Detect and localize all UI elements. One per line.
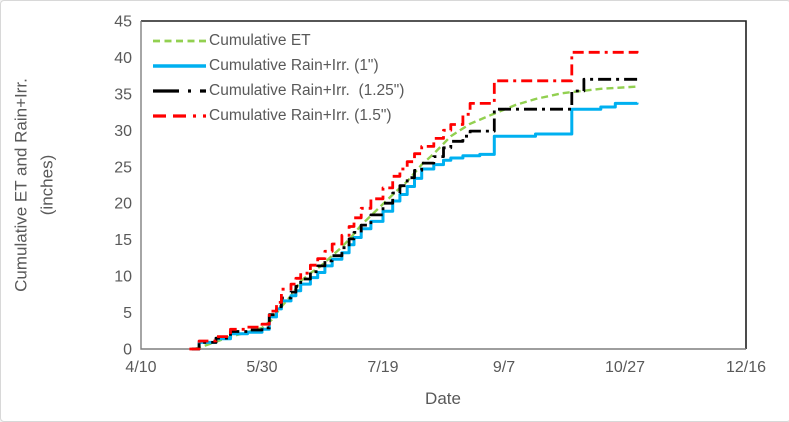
x-tick-label: 9/7 [493, 359, 515, 376]
x-tick-label: 12/16 [726, 359, 766, 376]
x-tick-label: 5/30 [246, 359, 277, 376]
legend-label: Cumulative Rain+Irr. (1") [209, 56, 379, 74]
legend-line-swatch [153, 63, 206, 68]
x-tick-label: 10/27 [605, 359, 645, 376]
y-axis-title-line2: (inches) [37, 154, 56, 216]
legend-label: Cumulative Rain+Irr. (1.5") [209, 106, 392, 124]
y-tick-label: 30 [114, 123, 132, 140]
x-tick-label: 4/10 [125, 359, 156, 376]
series-line-2 [191, 101, 639, 351]
y-tick-label: 45 [114, 14, 132, 31]
y-tick-label: 10 [114, 269, 132, 286]
y-tick-label: 20 [114, 196, 132, 213]
legend-item-4: Cumulative Rain+Irr. (1.5") [153, 103, 404, 128]
y-tick-label: 15 [114, 232, 132, 249]
y-tick-label: 0 [123, 342, 132, 359]
y-tick-label: 40 [114, 50, 132, 67]
series-line-3 [191, 77, 639, 351]
legend-label: Cumulative Rain+Irr. (1.25") [209, 81, 405, 99]
y-axis-title-line1: Cumulative ET and Rain+Irr. [11, 78, 31, 292]
legend-label: Cumulative ET [209, 31, 311, 49]
axis-lines [140, 21, 746, 350]
y-tick-label: 25 [114, 159, 132, 176]
y-tick-label: 35 [114, 86, 132, 103]
legend-item-1: Cumulative ET [153, 28, 404, 53]
legend-line-swatch [153, 113, 206, 118]
legend-item-3: Cumulative Rain+Irr. (1.25") [153, 78, 404, 103]
legend: Cumulative ET Cumulative Rain+Irr. (1") Cu… [153, 28, 404, 128]
legend-line-swatch [153, 39, 206, 42]
x-axis-title: Date [425, 389, 461, 408]
legend-line-swatch [153, 88, 206, 93]
x-tick-label: 7/19 [367, 359, 398, 376]
plot-border [141, 20, 747, 349]
series-line-4 [189, 50, 639, 351]
y-axis-title: Cumulative ET and Rain+Irr. (inches) [9, 78, 60, 292]
legend-item-2: Cumulative Rain+Irr. (1") [153, 53, 404, 78]
y-tick-label: 5 [123, 305, 132, 322]
